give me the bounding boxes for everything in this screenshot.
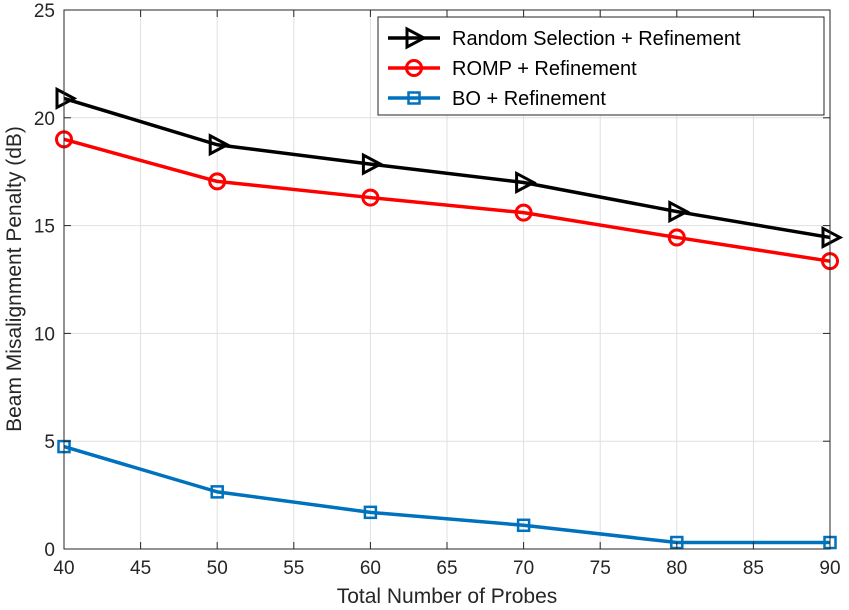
data-point-romp-refinement <box>361 188 380 207</box>
x-axis-label: Total Number of Probes <box>337 585 558 608</box>
data-point-bo-refinement <box>363 505 378 520</box>
data-point-bo-refinement <box>516 518 531 533</box>
data-point-romp-refinement <box>667 228 686 247</box>
x-tick-label: 55 <box>283 558 304 579</box>
data-point-romp-refinement <box>208 172 227 191</box>
legend: Random Selection + Refinement ROMP + Refi… <box>377 16 825 116</box>
series-line-bo-refinement <box>63 444 830 545</box>
data-point-romp-refinement <box>514 203 533 222</box>
legend-marker-romp-refinement <box>405 59 423 77</box>
data-point-random-selection-refinement <box>208 133 231 157</box>
legend-box <box>377 16 825 116</box>
data-point-random-selection-refinement <box>821 225 844 249</box>
x-tick-label: 65 <box>436 558 457 579</box>
x-tick-label: 85 <box>743 558 764 579</box>
data-point-random-selection-refinement <box>515 170 537 194</box>
y-axis-label: Beam Misalignment Penalty (dB) <box>3 126 26 432</box>
y-tick-label: 25 <box>34 1 55 22</box>
y-tick-labels: 0 5 10 15 20 25 <box>34 1 55 561</box>
x-tick-label: 40 <box>53 558 74 579</box>
legend-marker-random-selection-refinement <box>405 26 428 50</box>
series-line-romp-refinement <box>63 137 831 263</box>
legend-label-romp-refinement: ROMP + Refinement <box>452 58 637 80</box>
data-point-random-selection-refinement <box>361 152 384 176</box>
axis-ticks <box>63 9 831 550</box>
legend-label-random-selection-refinement: Random Selection + Refinement <box>452 28 741 50</box>
x-tick-labels: 40 45 50 55 60 65 70 75 80 85 90 <box>53 558 840 579</box>
data-point-bo-refinement <box>210 485 224 499</box>
x-tick-label: 90 <box>819 558 840 579</box>
x-tick-label: 45 <box>130 558 151 579</box>
x-tick-label: 75 <box>590 558 611 579</box>
x-tick-label: 70 <box>513 558 534 579</box>
x-tick-label: 60 <box>360 558 381 579</box>
legend-marker-bo-refinement <box>407 91 421 105</box>
y-tick-label: 10 <box>34 324 55 345</box>
legend-label-bo-refinement: BO + Refinement <box>452 88 606 110</box>
y-tick-label: 20 <box>34 109 55 130</box>
series-line-random-selection-refinement <box>63 96 831 240</box>
y-tick-label: 15 <box>34 217 55 238</box>
x-tick-label: 80 <box>666 558 687 579</box>
x-tick-label: 50 <box>207 558 228 579</box>
series-lines <box>63 96 831 545</box>
y-tick-label: 5 <box>44 432 55 453</box>
y-tick-label: 0 <box>44 540 55 561</box>
data-point-random-selection-refinement <box>55 86 78 110</box>
data-point-random-selection-refinement <box>668 200 691 224</box>
